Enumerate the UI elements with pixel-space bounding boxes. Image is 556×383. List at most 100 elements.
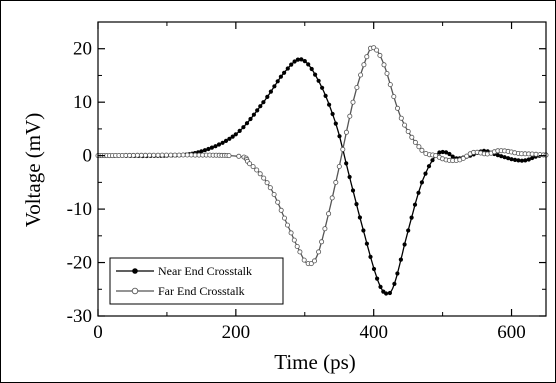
far-end-point: [361, 62, 367, 68]
y-tick-label: -20: [67, 253, 92, 274]
near-end-point: [268, 89, 273, 94]
near-end-point: [395, 271, 400, 276]
y-axis-title: Voltage (mV): [21, 113, 45, 228]
near-end-point: [285, 66, 290, 71]
far-end-point: [138, 152, 144, 158]
far-end-point: [402, 122, 408, 128]
y-tick-label: -30: [67, 306, 92, 327]
far-end-point: [412, 139, 418, 145]
near-end-point: [258, 104, 263, 109]
near-end-point: [323, 93, 328, 98]
near-end-point: [506, 156, 511, 161]
far-end-point: [142, 152, 148, 158]
far-end-point: [294, 243, 300, 249]
near-end-point: [272, 84, 277, 89]
far-end-point: [297, 249, 303, 255]
near-end-point: [412, 202, 418, 207]
near-end-point: [255, 108, 260, 113]
near-end-point: [392, 281, 397, 286]
near-end-point: [227, 136, 232, 141]
far-end-point: [261, 175, 267, 181]
near-end-point: [426, 164, 432, 169]
near-end-point: [316, 78, 321, 83]
far-end-point: [377, 52, 383, 58]
far-end-point: [364, 54, 370, 60]
legend-label: Far End Crosstalk: [158, 284, 245, 298]
near-end-point: [330, 111, 335, 117]
far-end-point: [250, 164, 256, 170]
far-end-point: [409, 134, 415, 140]
near-end-point: [368, 254, 373, 259]
far-end-point: [278, 207, 284, 213]
near-end-point: [278, 74, 283, 79]
near-end-point: [230, 134, 235, 139]
far-end-point: [319, 239, 325, 245]
near-end-point: [265, 94, 270, 99]
near-end-point: [241, 125, 246, 130]
far-end-point: [159, 152, 165, 158]
near-end-point: [430, 158, 435, 163]
far-end-point: [381, 62, 387, 68]
far-end-point: [236, 153, 242, 159]
far-end-point: [350, 99, 356, 105]
near-end-point: [282, 70, 287, 75]
near-end-point: [327, 102, 332, 107]
near-end-point: [416, 190, 421, 195]
near-end-point: [512, 157, 518, 162]
near-end-point: [437, 150, 442, 155]
legend: Near End Crosstalk Far End Crosstalk: [109, 257, 284, 305]
curves-layer: [95, 45, 549, 296]
legend-swatch-marker: [132, 268, 138, 274]
far-end-point: [134, 152, 140, 158]
far-end-point: [176, 152, 182, 158]
far-end-point: [416, 144, 422, 150]
x-tick-label: 400: [359, 322, 388, 343]
near-end-point: [519, 158, 525, 163]
near-end-point: [209, 145, 214, 150]
y-tick-label: 20: [73, 39, 92, 60]
near-end-point: [450, 154, 455, 159]
near-end-point: [233, 132, 238, 137]
near-end-point: [248, 116, 253, 122]
near-end-point: [419, 180, 424, 185]
near-end-point: [516, 158, 521, 163]
near-end-point: [299, 57, 304, 62]
near-end-point: [361, 228, 366, 233]
near-end-point: [295, 57, 300, 62]
far-end-point: [464, 153, 470, 159]
near-end-point: [444, 150, 449, 155]
far-end-point: [347, 113, 353, 119]
far-end-point: [168, 152, 174, 158]
far-end-point: [180, 152, 186, 158]
far-end-point: [326, 211, 332, 217]
near-end-point: [447, 151, 452, 157]
near-end-point: [206, 146, 211, 152]
near-end-point: [333, 121, 338, 126]
near-end-point: [199, 149, 204, 154]
far-end-point: [291, 237, 297, 243]
near-end-point: [502, 155, 507, 160]
near-end-point: [375, 276, 380, 281]
far-end-point: [172, 152, 178, 158]
far-end-point: [311, 258, 317, 264]
far-end-point: [308, 261, 314, 267]
x-axis: 0 200 400 600: [93, 22, 526, 343]
x-axis-title: Time (ps): [274, 350, 356, 374]
near-end-point: [440, 149, 445, 155]
far-end-point: [254, 167, 260, 173]
far-end-point: [130, 152, 136, 158]
far-end-point: [288, 230, 294, 236]
near-end-point: [406, 228, 411, 233]
y-tick-label: 10: [73, 92, 92, 113]
far-end-point: [151, 152, 157, 158]
far-end-point: [322, 226, 328, 232]
far-end-point: [405, 128, 411, 134]
near-end-point: [344, 161, 349, 166]
y-tick-label: -10: [67, 199, 92, 220]
far-end-point: [387, 82, 393, 88]
near-end-point: [261, 100, 266, 105]
far-end-point: [257, 171, 263, 177]
far-end-point: [394, 105, 400, 111]
near-end-point: [320, 85, 325, 90]
